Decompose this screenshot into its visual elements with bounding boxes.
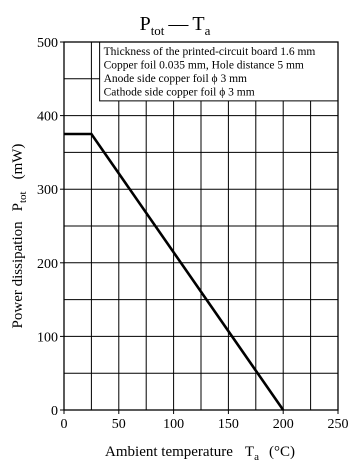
x-tick-label: 100	[163, 417, 184, 432]
y-tick-label: 500	[37, 36, 58, 51]
y-tick-label: 200	[37, 257, 58, 272]
annotation-line: Anode side copper foil ϕ 3 mm	[104, 73, 247, 85]
annotation-text: Thickness of the printed-circuit board 1…	[104, 46, 316, 99]
x-tick-label: 50	[112, 417, 126, 432]
series	[64, 132, 285, 411]
x-tick-label: 250	[328, 417, 349, 432]
tick-labels: 0 50 100 150 200 250 0 100 200 300 400 500	[37, 36, 349, 432]
y-tick-label: 0	[51, 404, 58, 419]
annotation-line: Copper foil 0.035 mm, Hole distance 5 mm	[104, 60, 304, 72]
series-line	[64, 132, 285, 411]
x-tick-label: 0	[61, 417, 68, 432]
plot-border	[63, 41, 339, 411]
y-axis-label: Power dissipationPtot(mW)	[10, 144, 29, 329]
x-tick-label: 150	[218, 417, 239, 432]
annotation-line: Cathode side copper foil ϕ 3 mm	[104, 87, 255, 99]
y-tick-label: 300	[37, 183, 58, 198]
chart-title: Ptot — Ta	[140, 13, 211, 38]
x-tick-label: 200	[273, 417, 294, 432]
y-tick-label: 400	[37, 110, 58, 125]
annotation-line: Thickness of the printed-circuit board 1…	[104, 46, 316, 58]
plot-frame	[60, 41, 339, 414]
x-axis-label: Ambient temperature Ta (°C)	[105, 444, 295, 463]
y-tick-label: 100	[37, 330, 58, 345]
